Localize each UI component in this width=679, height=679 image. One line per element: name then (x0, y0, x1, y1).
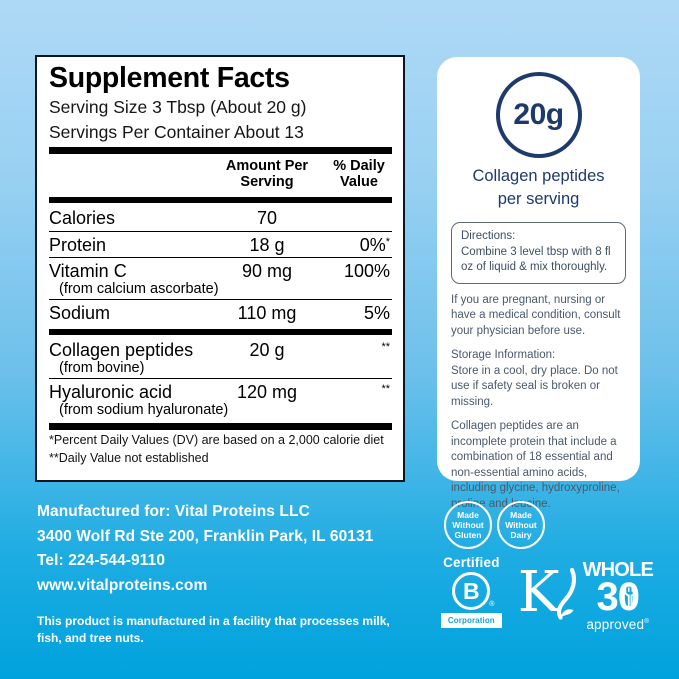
nutrient-amount: 70 (256, 208, 278, 228)
certification-badges: Made Without Gluten Made Without Dairy C… (441, 501, 654, 635)
nutrient-amount: 120 mg (236, 382, 298, 402)
nutrient-amount: 18 g (249, 234, 285, 255)
protein-note: Collagen peptides are an incomplete prot… (451, 420, 620, 510)
facts-table-header: Amount Per Serving % Daily Value (49, 156, 392, 194)
nutrient-name: Calories (49, 208, 116, 228)
fork-icon (624, 587, 636, 610)
footnote-marker: ** (381, 383, 390, 395)
table-row: Protein 18 g 0%* (49, 230, 392, 258)
nutrient-source: (from sodium hyaluronate) (59, 401, 229, 418)
supplement-facts-title: Supplement Facts (49, 62, 290, 94)
nutrient-name: Vitamin C (49, 261, 127, 281)
nutrient-name: Sodium (49, 303, 111, 323)
thick-divider (49, 328, 392, 335)
grams-value: 20g (513, 98, 564, 131)
whole30-badge: WHOLE 30 approved® (582, 559, 654, 632)
column-header-daily-value: % Daily Value (333, 157, 385, 191)
manufacturer-address: 3400 Wolf Rd Ste 200, Franklin Park, IL … (37, 527, 374, 545)
caption-per-serving: per serving (497, 190, 580, 208)
whole30-approved-label: approved® (586, 617, 650, 632)
kosher-k-letter: K (517, 560, 560, 625)
pregnancy-notice: If you are pregnant, nursing or have a m… (451, 293, 621, 337)
product-info-panel: 20g Collagen peptides per serving Direct… (437, 57, 640, 510)
manufactured-for: Manufactured for: Vital Proteins LLC (37, 503, 310, 520)
nutrient-source: (from bovine) (59, 359, 145, 376)
whole30-number: 30 (596, 575, 640, 619)
not-established-footnote: **Daily Value not established (49, 451, 209, 465)
grams-per-serving-badge: 20g (495, 72, 582, 158)
b-corporation-badge: Certified B ® Corporation (441, 555, 502, 628)
directions-title: Directions: (461, 230, 516, 242)
daily-value-footnote: *Percent Daily Values (DV) are based on … (49, 432, 384, 447)
nutrient-name: Hyaluronic acid (49, 382, 173, 402)
footnote-marker: * (385, 235, 390, 248)
table-row: Hyaluronic acid 120 mg ** (from sodium h… (49, 378, 392, 420)
storage-title: Storage Information: (451, 349, 556, 361)
serving-size: Serving Size 3 Tbsp (About 20 g) (49, 97, 307, 117)
made-without-gluten-badge: Made Without Gluten (444, 501, 492, 549)
manufacturer-phone: Tel: 224-544-9110 (37, 552, 166, 569)
table-row: Vitamin C 90 mg 100% (from calcium ascor… (49, 257, 392, 299)
nutrient-amount: 110 mg (237, 303, 297, 323)
thick-divider (49, 423, 392, 430)
registered-mark: ® (644, 618, 650, 625)
thick-divider (49, 196, 392, 203)
table-row: Collagen peptides 20 g ** (from bovine) (49, 337, 392, 378)
directions-box: Directions: Combine 3 level tbsp with 8 … (451, 222, 626, 284)
column-header-amount: Amount Per Serving (225, 157, 309, 191)
supplement-facts-panel: Supplement Facts Serving Size 3 Tbsp (Ab… (35, 55, 405, 482)
servings-per-container: Servings Per Container About 13 (49, 121, 304, 142)
allergen-facility-note: This product is manufactured in a facili… (37, 614, 390, 645)
table-row: Calories 70 (49, 205, 392, 231)
nutrient-amount: 20 g (249, 340, 285, 360)
whole30-word: WHOLE (582, 559, 654, 581)
storage-body: Store in a cool, dry place. Do not use i… (451, 364, 618, 408)
registered-mark: ® (489, 601, 495, 608)
nutrient-dv: 0% (359, 234, 386, 255)
nutrient-name: Collagen peptides (49, 340, 194, 360)
nutrient-name: Protein (49, 234, 107, 255)
manufacturer-info: Manufactured for: Vital Proteins LLC 340… (37, 500, 427, 646)
caption-collagen: Collagen peptides (472, 167, 605, 185)
bcorp-corporation-label: Corporation (441, 613, 502, 628)
nutrient-amount: 90 mg (241, 261, 293, 281)
bcorp-circle-icon: B ® (452, 572, 494, 610)
directions-body: Combine 3 level tbsp with 8 fl oz of liq… (461, 245, 611, 274)
footnote-marker: ** (381, 341, 390, 353)
table-row: Sodium 110 mg 5% (49, 299, 392, 326)
kosher-swoosh-icon (556, 567, 576, 620)
nutrient-dv: 5% (363, 303, 390, 323)
kosher-badge: K (518, 563, 577, 635)
thick-divider (49, 147, 392, 154)
made-without-dairy-badge: Made Without Dairy (497, 501, 545, 549)
nutrient-dv: 100% (343, 261, 390, 281)
bcorp-certified-label: Certified (443, 555, 500, 570)
manufacturer-website: www.vitalproteins.com (37, 576, 208, 594)
nutrient-source: (from calcium ascorbate) (59, 280, 219, 297)
storage-information: Storage Information: Store in a cool, dr… (451, 348, 626, 410)
